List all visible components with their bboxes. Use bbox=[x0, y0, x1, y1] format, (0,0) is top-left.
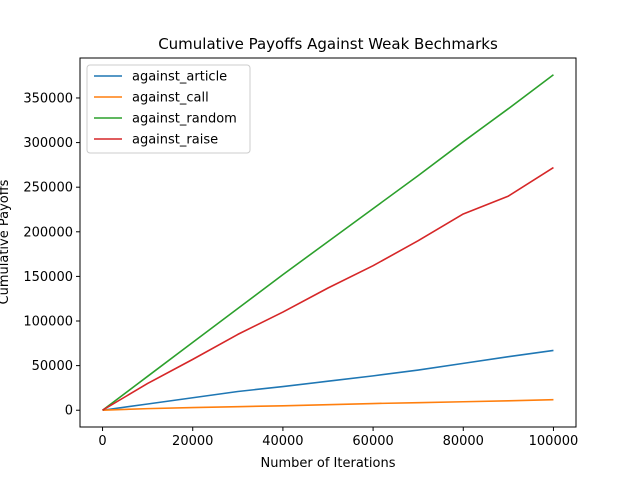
legend: against_article against_call against_rando… bbox=[86, 64, 251, 154]
y-axis-label: Cumulative Payoffs bbox=[0, 179, 12, 304]
legend-box bbox=[86, 64, 251, 154]
x-tick-label: 40000 bbox=[262, 434, 303, 449]
plot-marks bbox=[102, 74, 554, 412]
x-tick-label: 0 bbox=[98, 434, 106, 449]
legend-label-against_article: against_article bbox=[132, 70, 227, 85]
series-line-against_random bbox=[102, 74, 554, 411]
series-line-against_call bbox=[102, 398, 554, 412]
y-tick-label: 0 bbox=[65, 404, 73, 419]
legend-label-against_raise: against_raise bbox=[132, 133, 218, 148]
x-axis-label: Number of Iterations bbox=[261, 456, 396, 471]
chart-title: Cumulative Payoffs Against Weak Bechmark… bbox=[158, 35, 498, 53]
y-tick-label: 350000 bbox=[23, 91, 73, 106]
y-tick-label: 50000 bbox=[32, 359, 73, 374]
plot-frame bbox=[79, 57, 577, 428]
x-tick-label: 80000 bbox=[443, 434, 484, 449]
y-tick-label: 150000 bbox=[23, 270, 73, 285]
y-tick-label: 100000 bbox=[23, 315, 73, 330]
x-tick-label: 20000 bbox=[172, 434, 213, 449]
series-line-against_raise bbox=[102, 166, 554, 411]
y-tick-label: 200000 bbox=[23, 225, 73, 240]
legend-label-against_random: against_random bbox=[132, 112, 237, 127]
legend-label-against_call: against_call bbox=[132, 91, 209, 106]
y-tick-label: 300000 bbox=[23, 136, 73, 151]
y-tick-label: 250000 bbox=[23, 181, 73, 196]
axis-ticks: 0 20000 40000 60000 80000 100000 0 50000 100000 1… bbox=[23, 91, 578, 449]
x-tick-label: 100000 bbox=[529, 434, 579, 449]
series-line-against_article bbox=[102, 349, 554, 412]
x-tick-label: 60000 bbox=[352, 434, 393, 449]
